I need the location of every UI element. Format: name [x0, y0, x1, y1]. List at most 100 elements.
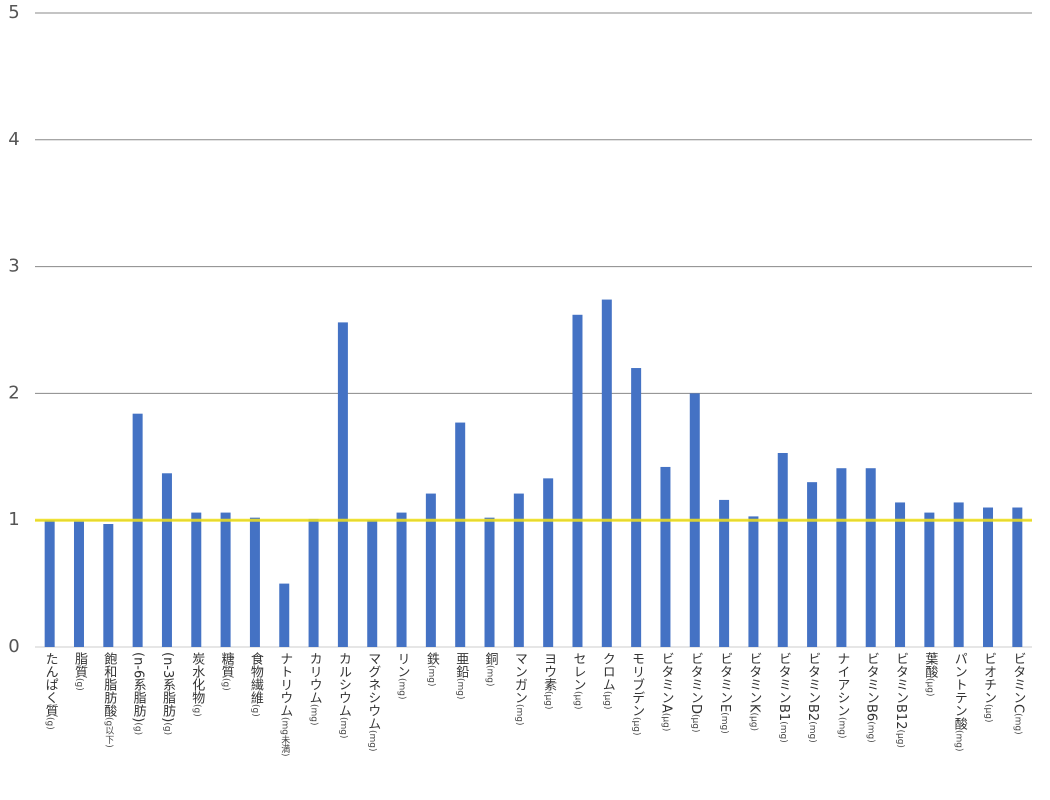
x-tick-label: モリブデン(µg) — [628, 652, 644, 735]
x-tick-label: ビタミンB1(mg) — [775, 652, 791, 743]
bar — [748, 516, 759, 647]
category-unit: (µg) — [631, 717, 642, 736]
x-tick-label: ビタミンK(µg) — [745, 652, 761, 731]
x-tick-label: マンガン(mg) — [511, 652, 527, 726]
bar — [543, 478, 554, 647]
category-unit: (mg) — [396, 678, 407, 700]
x-tick-label: 葉酸(µg) — [921, 652, 937, 696]
category-unit: (mg) — [484, 665, 495, 687]
category-unit: (mg) — [513, 704, 524, 726]
category-unit: (µg) — [601, 691, 612, 710]
bar — [367, 520, 378, 647]
category-name: 亜鉛 — [453, 652, 469, 678]
category-name: ナイアシン — [834, 652, 850, 717]
category-name: セレン — [570, 652, 586, 691]
bar — [455, 422, 466, 647]
category-name: モリブデン — [629, 652, 645, 717]
x-tick-label: ビタミンC(mg) — [1009, 652, 1025, 735]
x-tick-label: (n-6系脂肪)(g) — [130, 652, 146, 735]
bar — [44, 520, 55, 647]
category-name: たんぱく質 — [42, 652, 58, 717]
bar — [572, 314, 583, 647]
category-unit: (µg) — [689, 714, 700, 733]
bar — [601, 299, 612, 647]
x-tick-label: セレン(µg) — [569, 652, 585, 709]
x-tick-label: ビタミンB6(mg) — [863, 652, 879, 743]
x-tick-label: クロム(µg) — [599, 652, 615, 709]
x-tick-label: カリウム(mg) — [306, 652, 322, 726]
category-name: リン — [394, 652, 410, 678]
category-name: 食物繊維 — [247, 652, 263, 704]
category-unit: (mg) — [719, 712, 730, 734]
bar — [308, 518, 319, 647]
bar — [337, 322, 348, 647]
category-unit: (mg) — [836, 717, 847, 739]
category-name: 葉酸 — [922, 652, 938, 678]
category-unit: (mg) — [337, 717, 348, 739]
bar — [777, 452, 788, 647]
bar — [953, 502, 964, 647]
x-tick-label: 亜鉛(mg) — [452, 652, 468, 700]
bar — [279, 583, 290, 647]
category-unit: (µg) — [983, 704, 993, 723]
x-tick-label: ナイアシン(mg) — [833, 652, 849, 739]
x-tick-label: 銅(mg) — [482, 652, 498, 687]
category-unit: (g) — [249, 704, 260, 717]
category-name: ビオチン — [981, 652, 996, 704]
x-tick-label: 飽和脂肪酸(g以下) — [100, 652, 116, 748]
category-unit: (µg) — [543, 691, 554, 710]
category-unit: (mg) — [807, 721, 818, 743]
category-unit: (g) — [73, 678, 84, 691]
x-tick-label: リン(mg) — [394, 652, 410, 700]
y-tick-label: 4 — [8, 129, 19, 150]
bar — [513, 493, 524, 647]
category-unit: (mg) — [308, 704, 319, 726]
bar — [103, 524, 114, 647]
category-unit: (mg未満) — [279, 717, 290, 757]
x-tick-label: ヨウ素(µg) — [540, 652, 556, 709]
x-tick-label: 食物繊維(g) — [247, 652, 263, 717]
bar — [220, 512, 231, 647]
category-unit: (g) — [220, 678, 231, 691]
x-tick-label: たんぱく質(g) — [42, 652, 58, 730]
bar — [249, 517, 260, 647]
category-unit: (µg) — [748, 712, 759, 731]
category-unit: (µg) — [660, 712, 671, 732]
category-name: ビタミンE — [717, 652, 733, 713]
category-name: ビタミンB2 — [805, 652, 821, 722]
y-tick-label: 5 — [8, 2, 19, 23]
bar — [895, 502, 906, 647]
bar — [191, 512, 202, 647]
category-name: (n-3系脂肪) — [159, 652, 175, 723]
bar — [983, 507, 994, 647]
category-unit: (mg) — [455, 678, 466, 700]
category-unit: (g) — [132, 722, 143, 736]
bar — [865, 468, 876, 647]
category-name: 脂質 — [71, 652, 87, 678]
y-tick-label: 1 — [8, 509, 19, 530]
bar — [807, 482, 818, 647]
x-tick-label: 炭水化物(g) — [188, 652, 204, 717]
category-name: カリウム — [306, 652, 322, 704]
bar — [660, 466, 671, 647]
category-name: ヨウ素 — [541, 652, 557, 691]
category-unit: (µg) — [895, 729, 906, 748]
category-unit: (µg) — [924, 678, 935, 697]
category-name: ビタミンB12 — [893, 652, 909, 730]
category-unit: (mg) — [367, 730, 378, 752]
y-tick-label: 3 — [8, 256, 19, 277]
x-tick-label: ナトリウム(mg未満) — [276, 652, 292, 757]
x-tick-label: 糖質(g) — [218, 652, 234, 691]
bar — [1012, 507, 1023, 647]
category-unit: (mg) — [1012, 713, 1023, 735]
bar — [425, 493, 436, 647]
category-name: マンガン — [511, 652, 527, 704]
category-name: ビタミンB6 — [863, 652, 879, 722]
x-tick-label: カルシウム(mg) — [335, 652, 351, 739]
category-name: 炭水化物 — [189, 652, 205, 704]
category-unit: (mg) — [425, 665, 436, 687]
category-name: マグネシウム — [365, 652, 381, 730]
category-unit: (g) — [191, 704, 202, 717]
x-tick-label: ビタミンB2(mg) — [804, 652, 820, 743]
